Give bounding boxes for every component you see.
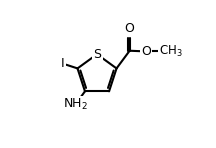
Text: I: I	[60, 57, 64, 70]
Text: NH$_2$: NH$_2$	[63, 97, 88, 112]
Text: CH$_3$: CH$_3$	[159, 44, 182, 59]
Text: O: O	[125, 22, 135, 35]
Text: S: S	[93, 48, 101, 61]
Text: O: O	[141, 45, 151, 58]
